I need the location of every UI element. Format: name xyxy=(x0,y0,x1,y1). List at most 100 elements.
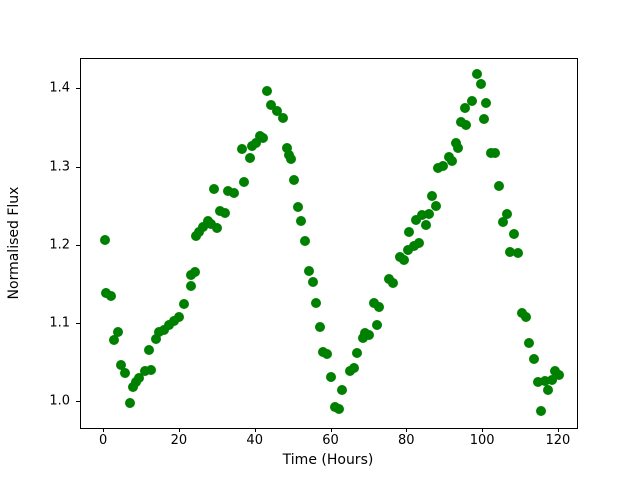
data-point xyxy=(520,311,531,322)
data-point xyxy=(228,187,239,198)
data-point xyxy=(159,325,170,336)
data-point xyxy=(193,226,204,237)
data-point xyxy=(190,267,201,278)
data-point xyxy=(304,266,315,277)
data-point xyxy=(446,155,457,166)
data-point xyxy=(145,364,156,375)
data-point xyxy=(536,406,547,417)
data-point xyxy=(437,161,448,171)
y-tick-label-1.2: 1.2 xyxy=(49,237,70,253)
x-tick-label-40: 40 xyxy=(246,433,263,448)
y-tick-label-1.4: 1.4 xyxy=(49,80,70,96)
data-point xyxy=(398,254,409,265)
x-tick-mark-80 xyxy=(406,428,408,432)
data-point xyxy=(315,321,326,332)
data-point xyxy=(490,147,501,158)
data-point xyxy=(134,373,145,384)
data-point xyxy=(540,375,551,386)
data-point xyxy=(124,398,135,409)
data-point xyxy=(116,360,127,371)
data-point xyxy=(528,353,539,364)
data-point xyxy=(139,366,150,377)
data-point xyxy=(403,244,414,255)
data-point xyxy=(414,237,425,248)
data-point xyxy=(364,329,375,340)
data-point xyxy=(245,153,256,164)
data-point xyxy=(349,362,360,373)
data-point xyxy=(344,366,355,377)
plot-area xyxy=(80,58,578,429)
data-point xyxy=(420,219,431,230)
x-axis-label: Time (Hours) xyxy=(282,452,374,468)
data-point xyxy=(417,210,428,221)
data-point xyxy=(198,221,209,232)
y-tick-mark-1.1 xyxy=(76,322,80,324)
data-point xyxy=(220,207,231,218)
data-point xyxy=(321,349,332,360)
data-point xyxy=(326,371,337,382)
data-point xyxy=(173,311,184,322)
data-point xyxy=(374,302,385,313)
data-point xyxy=(266,100,277,111)
x-tick-label-60: 60 xyxy=(322,433,339,448)
y-tick-mark-1.0 xyxy=(76,400,80,402)
data-point xyxy=(461,119,472,130)
x-tick-mark-60 xyxy=(330,428,332,432)
data-point xyxy=(512,248,523,259)
data-point xyxy=(277,113,288,124)
y-tick-label-1.3: 1.3 xyxy=(49,159,70,175)
data-point xyxy=(493,181,504,192)
data-point xyxy=(169,315,180,326)
x-tick-mark-40 xyxy=(254,428,256,432)
x-tick-label-120: 120 xyxy=(545,433,571,448)
data-point xyxy=(185,280,196,291)
x-tick-label-80: 80 xyxy=(398,433,415,448)
y-tick-label-1.0: 1.0 xyxy=(49,393,70,409)
data-point xyxy=(112,326,123,337)
y-tick-mark-1.2 xyxy=(76,244,80,246)
data-point xyxy=(455,117,466,128)
data-point xyxy=(352,347,363,358)
x-tick-mark-20 xyxy=(178,428,180,432)
data-point xyxy=(533,376,544,387)
data-point xyxy=(206,218,217,229)
data-point xyxy=(523,338,534,349)
data-point xyxy=(423,208,434,219)
data-point xyxy=(509,228,520,239)
data-point xyxy=(409,240,420,251)
data-point xyxy=(236,143,247,154)
y-axis-label: Normalised Flux xyxy=(6,186,22,300)
data-point xyxy=(258,132,269,143)
data-point xyxy=(460,103,471,114)
x-tick-label-0: 0 xyxy=(98,433,108,448)
data-point xyxy=(410,214,421,225)
x-tick-mark-0 xyxy=(103,428,105,432)
data-point xyxy=(307,277,318,288)
data-point xyxy=(388,278,399,289)
y-tick-label-1.1: 1.1 xyxy=(49,315,70,331)
data-point xyxy=(553,369,564,380)
data-point xyxy=(368,298,379,309)
data-point xyxy=(143,345,154,356)
data-point xyxy=(286,153,297,164)
data-point xyxy=(472,68,483,79)
data-point xyxy=(281,143,292,154)
data-point xyxy=(453,143,464,154)
data-point xyxy=(333,403,344,414)
data-point xyxy=(337,385,348,396)
data-point xyxy=(403,226,414,237)
data-point xyxy=(497,217,508,228)
data-point xyxy=(261,86,272,97)
data-point xyxy=(127,382,138,393)
data-point xyxy=(300,235,311,246)
data-point xyxy=(430,200,441,211)
x-tick-label-20: 20 xyxy=(170,433,188,448)
data-point xyxy=(296,215,307,226)
x-tick-mark-100 xyxy=(482,428,484,432)
data-point xyxy=(223,185,234,196)
data-point xyxy=(479,114,490,125)
data-point xyxy=(480,97,491,108)
x-tick-mark-120 xyxy=(557,428,559,432)
data-point xyxy=(178,299,189,310)
data-point xyxy=(109,335,120,346)
